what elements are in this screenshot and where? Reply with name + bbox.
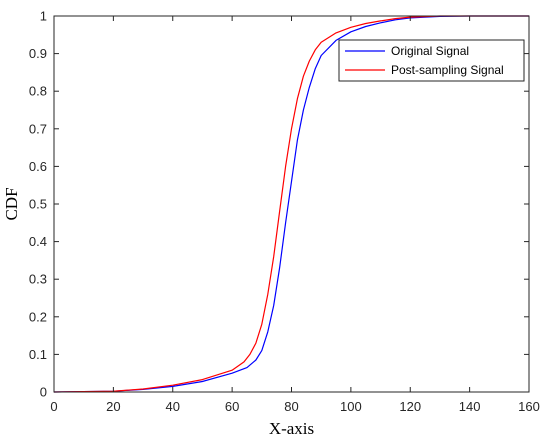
y-tick-label: 0.6: [29, 159, 47, 174]
y-tick-label: 1: [40, 9, 47, 24]
legend: Original Signal Post-sampling Signal: [338, 39, 525, 82]
x-tick-label: 20: [106, 399, 120, 414]
legend-label-post-sampling: Post-sampling Signal: [391, 63, 504, 77]
x-tick-label: 100: [340, 399, 362, 414]
y-tick-label: 0.4: [29, 234, 47, 249]
series-line-1: [53, 15, 529, 393]
y-tick-label: 0.3: [29, 272, 47, 287]
y-tick-label: 0.9: [29, 46, 47, 61]
y-tick-label: 0: [40, 385, 47, 400]
y-tick-label: 0.8: [29, 84, 47, 99]
x-tick-label: 80: [284, 399, 298, 414]
x-tick-label: 140: [459, 399, 481, 414]
y-tick-label: 0.1: [29, 347, 47, 362]
y-axis-title: CDF: [2, 187, 21, 220]
x-tick-label: 60: [225, 399, 239, 414]
y-tick-label: 0.7: [29, 121, 47, 136]
y-tick-label: 0.5: [29, 197, 47, 212]
series-layer: [53, 15, 529, 393]
x-axis-title: X-axis: [269, 419, 314, 438]
ticks-layer: 0 20 40 60 80 100 120 140 160 0 0.1 0.2 0.3 0.4 0.5 0.6…: [29, 9, 540, 415]
x-tick-label: 0: [50, 399, 57, 414]
x-tick-label: 40: [166, 399, 180, 414]
y-tick-label: 0.2: [29, 309, 47, 324]
series-line-0: [53, 15, 529, 393]
legend-box: [338, 39, 525, 82]
x-tick-label: 160: [518, 399, 540, 414]
legend-label-original: Original Signal: [391, 44, 469, 58]
x-tick-label: 120: [399, 399, 421, 414]
